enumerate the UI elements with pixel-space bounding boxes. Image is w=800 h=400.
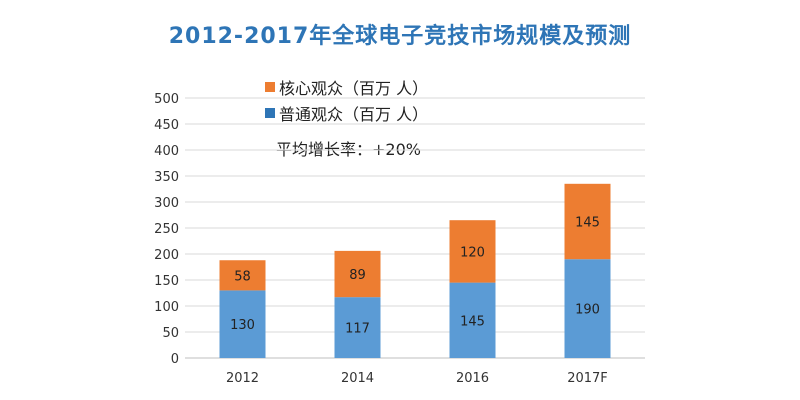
data-label: 190 bbox=[575, 303, 600, 318]
bar-segment-regular bbox=[219, 290, 266, 358]
data-label: 145 bbox=[575, 216, 600, 231]
y-tick-label: 0 bbox=[171, 352, 179, 367]
y-tick-label: 150 bbox=[154, 274, 179, 289]
y-tick-label: 350 bbox=[154, 170, 179, 185]
y-tick-label: 450 bbox=[154, 118, 179, 133]
data-label: 145 bbox=[460, 314, 485, 329]
bar-segment-core bbox=[219, 260, 266, 291]
x-tick-label: 2012 bbox=[226, 371, 259, 386]
data-label: 58 bbox=[234, 269, 251, 284]
data-label: 89 bbox=[349, 268, 366, 283]
data-label: 117 bbox=[345, 322, 370, 337]
chart-title: 2012-2017年全球电子竞技市场规模及预测 bbox=[168, 24, 632, 49]
y-tick-label: 100 bbox=[154, 300, 179, 315]
chart-legend: 核心观众（百万 人） 普通观众（百万 人） bbox=[265, 74, 428, 126]
bar-segment-core bbox=[449, 220, 496, 283]
legend-item-regular: 普通观众（百万 人） bbox=[265, 100, 428, 126]
bar-segment-core bbox=[334, 250, 381, 298]
y-tick-label: 500 bbox=[154, 92, 179, 107]
bar-segment-regular bbox=[449, 282, 496, 358]
legend-item-core: 核心观众（百万 人） bbox=[265, 74, 428, 100]
data-label: 120 bbox=[460, 245, 485, 260]
y-tick-label: 300 bbox=[154, 196, 179, 211]
legend-label-core: 核心观众（百万 人） bbox=[279, 79, 429, 98]
bar-segment-regular bbox=[564, 259, 611, 358]
y-tick-label: 200 bbox=[154, 248, 179, 263]
data-label: 130 bbox=[230, 318, 255, 333]
legend-label-regular: 普通观众（百万 人） bbox=[279, 105, 429, 124]
x-tick-label: 2016 bbox=[456, 371, 489, 386]
legend-swatch-regular bbox=[265, 108, 275, 118]
x-tick-label: 2014 bbox=[341, 371, 374, 386]
bar-segment-regular bbox=[334, 297, 381, 358]
x-tick-label: 2017F bbox=[567, 371, 608, 386]
y-tick-label: 250 bbox=[154, 222, 179, 237]
y-tick-label: 400 bbox=[154, 144, 179, 159]
y-tick-label: 50 bbox=[162, 326, 179, 341]
bar-segment-core bbox=[564, 183, 611, 260]
legend-swatch-core bbox=[265, 82, 275, 92]
